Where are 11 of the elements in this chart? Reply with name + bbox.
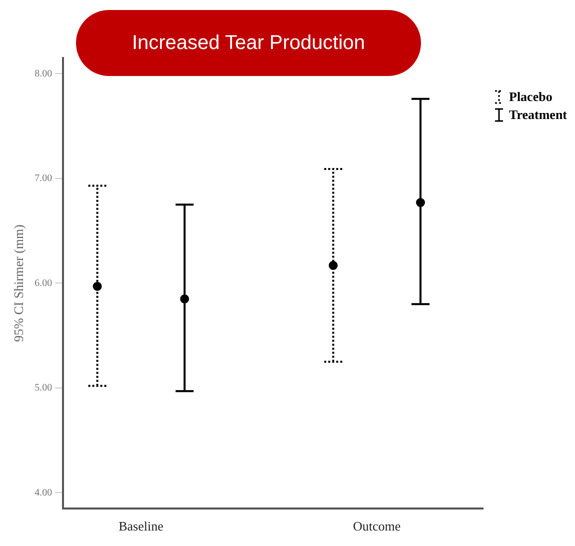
y-tick-label: 4.00 — [34, 487, 52, 498]
y-tick-label: 5.00 — [34, 382, 52, 394]
y-tick-label: 7.00 — [34, 173, 52, 184]
x-tick-label: Outcome — [353, 518, 401, 534]
x-tick-label: Baseline — [118, 518, 164, 534]
y-axis-title: 95% CI Shirmer (mm) — [11, 224, 26, 342]
legend-label: Treatment — [509, 106, 567, 124]
y-tick-label: 8.00 — [34, 68, 52, 80]
y-tick-label: 6.00 — [34, 278, 52, 289]
chart-title: Increased Tear Production — [132, 32, 366, 54]
legend-label: Placebo — [509, 88, 552, 106]
